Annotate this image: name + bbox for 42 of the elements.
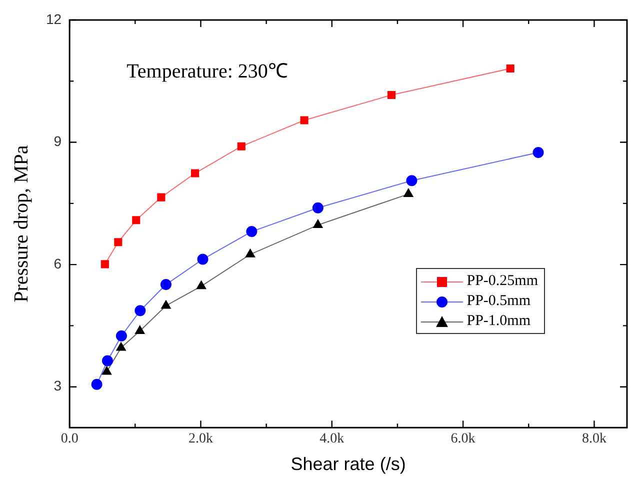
- point: [102, 366, 112, 375]
- point: [300, 116, 308, 124]
- point: [190, 169, 200, 178]
- y-tick-label: 12: [46, 10, 62, 27]
- x-tick-label: 2.0k: [188, 432, 213, 447]
- point: [160, 279, 172, 290]
- point: [157, 193, 166, 202]
- point: [91, 378, 102, 390]
- point: [100, 260, 109, 268]
- point: [135, 326, 145, 334]
- point: [245, 248, 256, 258]
- point: [102, 355, 113, 366]
- y-tick-label: 6: [54, 255, 62, 272]
- point: [196, 280, 206, 290]
- y-tick-label: 3: [54, 378, 62, 394]
- point: [161, 300, 171, 309]
- point: [134, 305, 146, 316]
- point: [406, 175, 418, 186]
- x-tick-label: 8.0k: [582, 432, 606, 447]
- point: [114, 238, 122, 246]
- annotation: Temperature: 230℃: [126, 60, 288, 82]
- point: [132, 216, 140, 224]
- x-tick-label: 4.0k: [320, 432, 344, 447]
- legend-label: PP-1.0mm: [466, 313, 530, 329]
- point: [312, 202, 324, 214]
- y-tick-label: 9: [54, 133, 62, 150]
- point: [197, 254, 208, 265]
- point: [246, 226, 258, 238]
- point: [404, 188, 414, 198]
- point: [116, 330, 127, 342]
- y-axis-title: Pressure drop, MPa: [10, 145, 32, 302]
- point: [313, 220, 323, 228]
- point: [116, 342, 126, 351]
- point: [237, 142, 246, 150]
- point: [532, 146, 544, 158]
- x-tick-label: 6.0k: [450, 432, 476, 447]
- legend-label: PP-0.25mm: [466, 273, 538, 289]
- x-axis-title: Shear rate (/s): [290, 454, 406, 474]
- point: [506, 64, 514, 73]
- x-tick-label: 0.0: [60, 432, 78, 447]
- point: [387, 90, 396, 100]
- legend-label: PP-0.5mm: [466, 293, 530, 309]
